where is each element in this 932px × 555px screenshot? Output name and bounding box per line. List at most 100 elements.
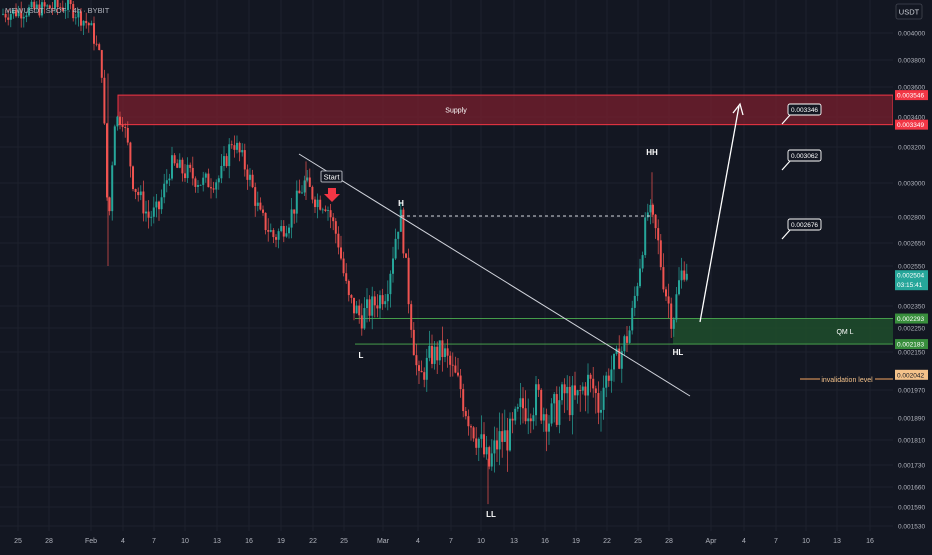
candle-body [457, 372, 459, 376]
candle-body [233, 145, 236, 150]
candle-body [337, 233, 340, 248]
time-tick-label: 25 [14, 538, 22, 545]
candle-body [498, 431, 501, 450]
price-tick-label: 0.001970 [898, 388, 925, 395]
candle-body [111, 165, 114, 212]
candle-body [485, 447, 488, 455]
candle-body [113, 126, 116, 166]
supply-bottom-tag [895, 119, 928, 130]
time-tick-label: 22 [603, 538, 611, 545]
candle-body [176, 163, 179, 168]
candle-body [545, 414, 548, 432]
candle-body [368, 299, 371, 316]
price-tick-label: 0.003800 [898, 58, 925, 65]
candle-body [636, 286, 639, 296]
time-tick-label: Feb [85, 538, 97, 545]
candle-body [171, 155, 173, 179]
drawings[interactable] [298, 102, 893, 397]
invalidation-tag-label: 0.002042 [897, 372, 924, 379]
candle-body [90, 23, 93, 26]
time-tick-label: 16 [541, 538, 549, 545]
candle-body [116, 116, 119, 127]
candle-body [72, 4, 75, 19]
qml-top-tag [895, 313, 928, 324]
price-tick-label: 0.004000 [898, 31, 925, 38]
label-h: H [398, 199, 404, 208]
time-tick-label: 25 [634, 538, 642, 545]
candle-body [210, 187, 212, 189]
candle-body [514, 408, 517, 421]
candle-body [399, 209, 402, 232]
last-price-tag [895, 270, 928, 291]
start-label-box [320, 170, 343, 183]
candle-body [38, 4, 41, 16]
candle-body [446, 348, 449, 356]
candle-body [295, 190, 298, 214]
projection-arrow-line[interactable] [699, 105, 740, 323]
target-3-connector [781, 229, 791, 240]
label-l: L [359, 351, 364, 360]
candle-body [626, 336, 628, 343]
candle-body [646, 212, 649, 218]
candle-body [644, 217, 647, 256]
candle-body [95, 43, 98, 45]
price-tick-label: 0.002350 [898, 304, 925, 311]
candle-body [418, 365, 420, 371]
candle-body [238, 142, 241, 153]
candle-body [527, 418, 530, 422]
candle-body [306, 177, 309, 181]
time-tick-label: 13 [833, 538, 841, 545]
candle-body [532, 415, 535, 422]
candle-body [433, 346, 436, 364]
candle-body [308, 177, 311, 187]
candle-body [126, 127, 129, 143]
candle-body [506, 430, 509, 451]
candle-body [4, 13, 7, 18]
supply-zone[interactable] [117, 94, 894, 126]
candle-body [623, 336, 626, 352]
candle-body [483, 434, 485, 455]
candle-body [618, 348, 621, 369]
target-3-label: 0.002676 [791, 222, 818, 229]
candle-body [236, 142, 238, 150]
candle-body [600, 409, 602, 413]
currency-button[interactable]: USDT [895, 3, 923, 20]
candle-body [267, 230, 270, 232]
candle-body [17, 10, 20, 17]
candle-body [444, 348, 446, 358]
candle-body [561, 384, 563, 401]
time-axis[interactable]: 25 28 Feb 4 7 10 13 16 19 22 25 Mar 4 7 10 13 16 19 22 25 28… [0, 531, 893, 550]
candle-body [571, 385, 574, 416]
candle-body [220, 165, 223, 179]
candle-body [311, 186, 314, 200]
candle-body [405, 253, 407, 258]
candle-body [321, 209, 324, 211]
candle-body [542, 414, 545, 421]
candle-body [152, 207, 155, 217]
price-tick-label: 0.002150 [898, 350, 925, 357]
candle-body [98, 44, 101, 51]
descending-trendline[interactable] [298, 153, 691, 397]
candle-body [100, 50, 103, 78]
candle-body [342, 258, 345, 274]
qml-zone[interactable] [673, 318, 893, 345]
candle-body [241, 150, 244, 153]
candle-body [558, 400, 561, 425]
label-ll: LL [486, 510, 496, 519]
candle-body [215, 182, 218, 190]
target-3-box [787, 218, 822, 231]
candles [2, 0, 688, 505]
qml-zone-label: QM L [836, 329, 853, 336]
price-tick-label: 0.001810 [898, 438, 925, 445]
candle-body [464, 411, 467, 417]
annotations: Start H L LL HH HL invalidation level 0.… [320, 103, 873, 519]
candle-body [649, 204, 652, 213]
candle-body [324, 209, 327, 211]
candle-body [142, 191, 145, 214]
candle-body [537, 384, 540, 390]
candle-body [64, 9, 67, 11]
price-tick-label: 0.002250 [898, 326, 925, 333]
candle-body [290, 209, 293, 228]
